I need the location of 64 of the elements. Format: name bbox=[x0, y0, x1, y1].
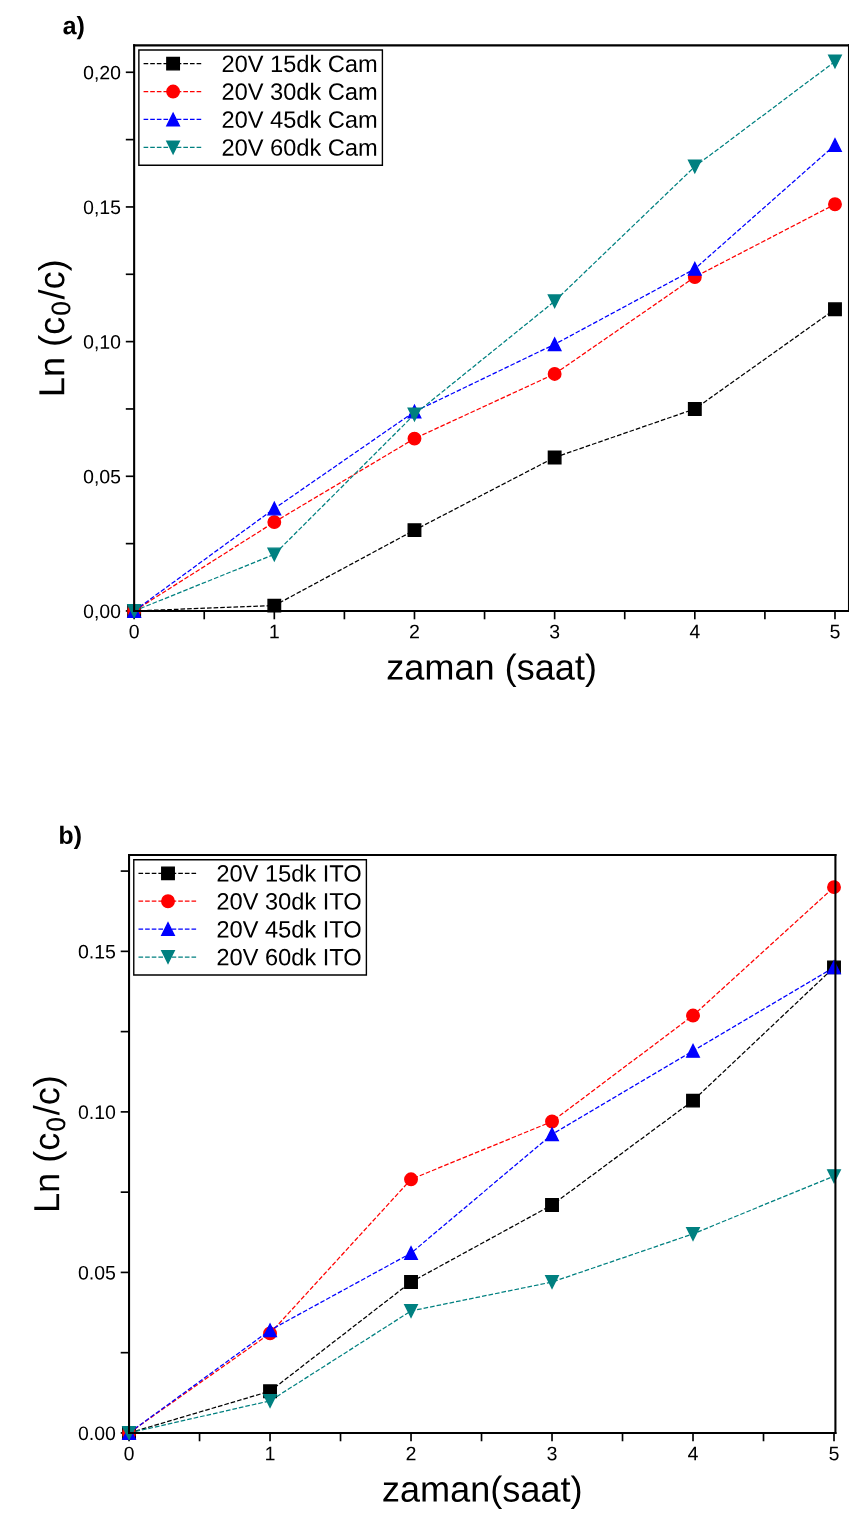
point bbox=[686, 1043, 700, 1058]
point bbox=[686, 1093, 700, 1108]
point bbox=[545, 1114, 559, 1129]
point bbox=[545, 1127, 559, 1142]
point bbox=[545, 1275, 559, 1289]
point bbox=[686, 1008, 700, 1023]
y-tick-label: 0.05 bbox=[78, 1265, 116, 1280]
point bbox=[404, 1303, 418, 1318]
legend-label: 20V 30dk Cam bbox=[222, 82, 377, 101]
legend-label: 20V 15dk Cam bbox=[222, 54, 377, 73]
point bbox=[404, 1275, 418, 1289]
point bbox=[545, 1198, 559, 1212]
x-tick-label: 0 bbox=[124, 1446, 134, 1461]
y-tick-label: 0.00 bbox=[78, 1426, 116, 1441]
point bbox=[407, 523, 422, 538]
chart-title: b) bbox=[60, 825, 81, 849]
x-tick-label: 5 bbox=[829, 1446, 839, 1461]
point bbox=[686, 1226, 700, 1241]
legend-label: 20V 15dk ITO bbox=[217, 864, 361, 882]
x-axis-title: zaman (saat) bbox=[387, 653, 595, 688]
y-tick-label: 0,00 bbox=[83, 604, 121, 621]
legend-label: 20V 45dk ITO bbox=[217, 920, 361, 938]
point bbox=[263, 1393, 277, 1408]
point bbox=[267, 501, 282, 516]
point bbox=[267, 515, 282, 530]
legend-label: 20V 45dk Cam bbox=[222, 110, 377, 128]
x-tick-label: 2 bbox=[410, 624, 419, 639]
y-tick-label: 0.10 bbox=[78, 1105, 116, 1120]
y-tick-label: 0,15 bbox=[83, 200, 121, 217]
x-tick-label: 1 bbox=[270, 624, 279, 639]
point bbox=[687, 261, 702, 276]
point bbox=[547, 450, 562, 465]
y-tick-label: 0,05 bbox=[83, 469, 121, 486]
x-tick-label: 2 bbox=[406, 1446, 416, 1461]
point bbox=[687, 159, 702, 174]
point bbox=[547, 337, 562, 352]
chart-title: a) bbox=[63, 16, 84, 40]
x-tick-label: 4 bbox=[689, 624, 700, 639]
y-axis-title: Ln (c$_{0}$/c) bbox=[32, 1077, 67, 1210]
point bbox=[547, 366, 562, 381]
point bbox=[404, 1246, 418, 1261]
y-tick-label: 0,20 bbox=[83, 65, 121, 82]
point bbox=[547, 294, 562, 309]
point bbox=[828, 302, 842, 317]
point bbox=[407, 431, 422, 446]
x-tick-label: 0 bbox=[129, 624, 139, 639]
y-tick-label: 0.15 bbox=[78, 944, 116, 959]
x-tick-label: 3 bbox=[547, 1446, 557, 1461]
legend-label: 20V 60dk ITO bbox=[217, 948, 361, 966]
x-tick-label: 3 bbox=[549, 624, 560, 639]
legend-label: 20V 30dk ITO bbox=[217, 892, 361, 910]
x-tick-label: 5 bbox=[830, 624, 840, 639]
point bbox=[828, 54, 842, 69]
y-tick-label: 0,10 bbox=[83, 335, 121, 352]
x-axis-title: zaman(saat) bbox=[383, 1475, 581, 1510]
point bbox=[267, 547, 282, 562]
y-axis-title: Ln (c$_{0}$/c) bbox=[38, 261, 72, 395]
point bbox=[404, 1172, 418, 1187]
point bbox=[828, 197, 842, 212]
point bbox=[687, 402, 702, 416]
x-tick-label: 1 bbox=[266, 1446, 275, 1461]
legend-label: 20V 60dk Cam bbox=[222, 138, 377, 156]
x-tick-label: 4 bbox=[688, 1446, 698, 1461]
point bbox=[828, 138, 842, 152]
